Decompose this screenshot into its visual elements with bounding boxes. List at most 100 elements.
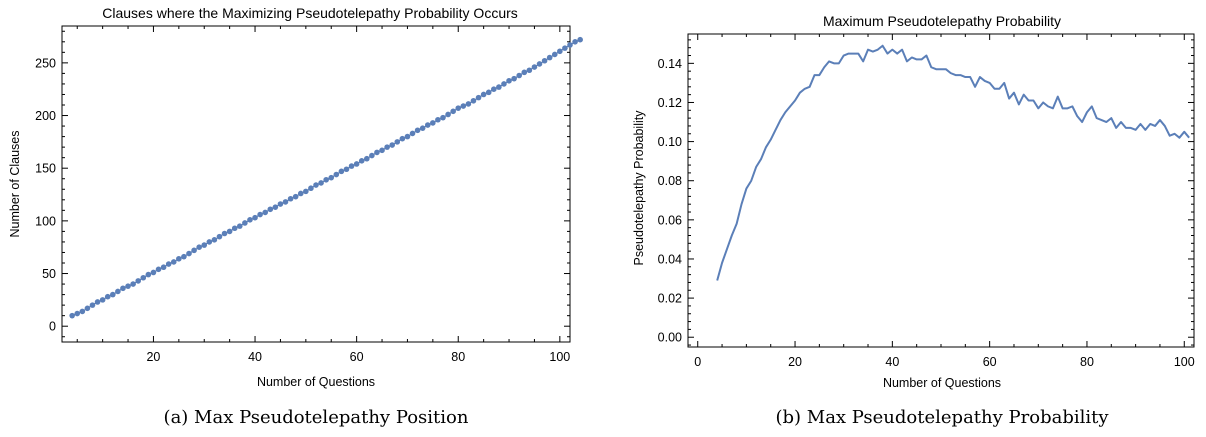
data-point	[308, 185, 314, 192]
chart-b-ytick-label: 0.14	[658, 57, 682, 71]
data-point	[252, 214, 258, 221]
chart-a-xlabel: Number of Questions	[257, 375, 375, 389]
chart-b-frame	[687, 33, 1195, 348]
data-point	[526, 67, 533, 74]
data-point	[419, 125, 426, 131]
data-point	[445, 111, 451, 118]
data-point	[496, 84, 502, 90]
data-point	[389, 142, 396, 148]
data-point	[216, 233, 223, 240]
data-point	[435, 116, 441, 123]
chart-b-ytick-label: 0.06	[658, 213, 682, 227]
chart-a-xtick-label: 60	[350, 350, 364, 364]
data-point	[384, 144, 390, 150]
data-point	[150, 269, 157, 276]
data-point	[226, 228, 233, 235]
data-point	[465, 101, 472, 107]
data-point	[501, 81, 507, 87]
chart-b-title: Maximum Pseudotelepathy Probability	[823, 13, 1061, 29]
data-point	[460, 103, 467, 109]
data-point	[551, 51, 558, 58]
chart-a-xtick-label: 20	[146, 350, 160, 364]
data-point	[186, 250, 192, 257]
chart-b-ytick-label: 0.10	[658, 135, 682, 149]
data-point	[79, 308, 86, 315]
data-point	[577, 36, 583, 43]
data-point	[74, 310, 81, 317]
chart-clauses: Clauses where the Maximizing Pseudotelep…	[8, 5, 583, 428]
data-point	[430, 120, 436, 126]
data-point	[104, 293, 111, 300]
data-point	[358, 158, 365, 164]
data-point	[424, 122, 431, 128]
data-point	[348, 163, 355, 169]
chart-b-tick-labels: 0 20 40 60 80 100 0.00 0.02 0.04 0.06 0.08 0.10 0.12…	[658, 57, 1195, 369]
chart-a-points	[69, 36, 583, 319]
data-point	[485, 89, 492, 96]
data-point	[303, 188, 309, 195]
data-point	[211, 237, 218, 243]
data-point	[176, 255, 182, 262]
data-point	[394, 139, 401, 145]
data-point	[99, 297, 106, 303]
data-point	[165, 261, 172, 267]
chart-b-xlabel: Number of Questions	[883, 376, 1001, 390]
data-point	[155, 266, 162, 273]
data-point	[94, 299, 101, 305]
data-point	[130, 281, 136, 287]
data-point	[557, 48, 563, 55]
chart-b-xtick-label: 40	[885, 355, 899, 369]
data-point	[277, 201, 284, 207]
data-point	[374, 149, 380, 156]
data-point	[262, 209, 269, 216]
data-point	[272, 204, 279, 210]
data-point	[196, 244, 202, 250]
data-point	[521, 69, 528, 76]
data-point	[145, 271, 152, 278]
data-point	[379, 147, 385, 154]
data-point	[511, 75, 517, 82]
chart-b-xtick-label: 100	[1174, 355, 1195, 369]
data-point	[562, 45, 568, 51]
data-point	[201, 242, 208, 248]
data-point	[191, 247, 197, 254]
chart-a-ytick-label: 150	[35, 162, 56, 176]
data-point	[475, 94, 482, 101]
data-point	[170, 259, 177, 265]
chart-a-xtick-label: 40	[248, 350, 262, 364]
chart-a-tick-labels: 20 40 60 80 100 0 50 100 150 200 250	[35, 56, 570, 364]
data-point	[231, 225, 238, 232]
chart-b-xtick-label: 80	[1080, 355, 1094, 369]
caption-b: (b) Max Pseudotelepathy Probability	[775, 407, 1109, 428]
data-point	[206, 239, 213, 245]
data-point	[364, 155, 370, 162]
chart-a-title: Clauses where the Maximizing Pseudotelep…	[102, 5, 518, 21]
chart-a-xtick-label: 100	[549, 350, 570, 364]
data-point	[318, 180, 324, 186]
data-point	[450, 108, 456, 115]
data-point	[480, 91, 487, 98]
chart-a-ylabel: Number of Clauses	[8, 131, 22, 238]
data-point	[313, 182, 319, 188]
data-point	[125, 283, 131, 289]
data-point	[221, 230, 228, 237]
data-point	[247, 217, 253, 223]
chart-b-xtick-label: 0	[694, 355, 701, 369]
chart-a-ytick-label: 250	[35, 56, 56, 70]
chart-a-ticks	[62, 26, 570, 342]
chart-b-line	[716, 44, 1190, 281]
data-point	[328, 174, 335, 181]
data-point	[506, 77, 512, 84]
chart-a-ytick-label: 100	[35, 214, 56, 228]
data-point	[267, 206, 274, 213]
data-point	[414, 127, 421, 134]
data-point	[282, 199, 289, 205]
data-point	[237, 223, 243, 229]
data-point	[287, 195, 294, 202]
chart-b-ytick-label: 0.04	[658, 252, 682, 266]
data-point	[470, 97, 477, 104]
data-point	[399, 135, 406, 142]
data-point	[531, 64, 538, 70]
chart-probability: Maximum Pseudotelepathy Probability 0 20 4…	[632, 13, 1195, 428]
chart-a-ytick-label: 0	[49, 320, 56, 334]
